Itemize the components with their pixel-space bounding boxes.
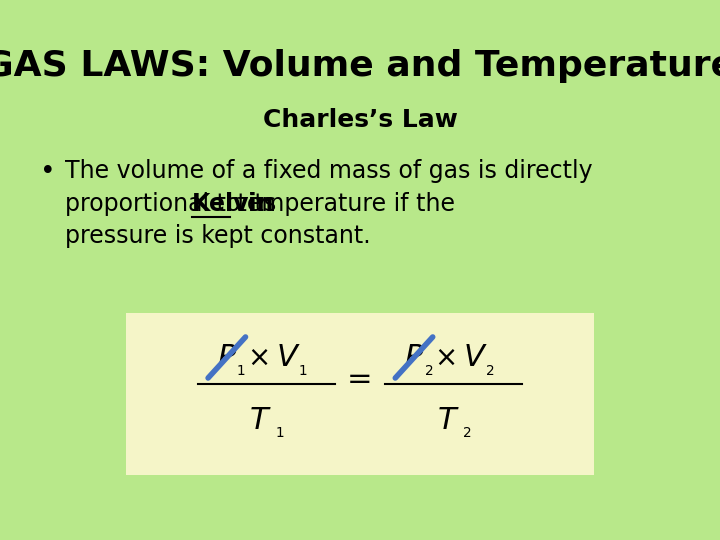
Text: pressure is kept constant.: pressure is kept constant. bbox=[65, 224, 370, 248]
Text: $T$: $T$ bbox=[436, 406, 459, 435]
Text: proportional to its: proportional to its bbox=[65, 192, 284, 215]
Text: The volume of a fixed mass of gas is directly: The volume of a fixed mass of gas is dir… bbox=[65, 159, 593, 183]
Text: =: = bbox=[347, 364, 373, 394]
Text: Kelvin: Kelvin bbox=[192, 192, 274, 215]
Text: $\times$: $\times$ bbox=[434, 343, 456, 372]
FancyBboxPatch shape bbox=[126, 313, 594, 475]
Text: $_1$: $_1$ bbox=[274, 421, 284, 441]
Text: $V$: $V$ bbox=[463, 343, 487, 372]
Text: $V$: $V$ bbox=[276, 343, 300, 372]
Text: $\times$: $\times$ bbox=[247, 343, 269, 372]
Text: $_1$: $_1$ bbox=[236, 359, 246, 378]
Text: $_2$: $_2$ bbox=[423, 359, 433, 378]
Text: GAS LAWS: Volume and Temperature: GAS LAWS: Volume and Temperature bbox=[0, 49, 720, 83]
Text: temperature if the: temperature if the bbox=[230, 192, 454, 215]
Text: $_2$: $_2$ bbox=[462, 421, 472, 441]
Text: $P$: $P$ bbox=[404, 343, 424, 372]
Text: $_2$: $_2$ bbox=[485, 359, 495, 378]
Text: Charles’s Law: Charles’s Law bbox=[263, 108, 457, 132]
Text: $_1$: $_1$ bbox=[297, 359, 307, 378]
Text: $P$: $P$ bbox=[217, 343, 237, 372]
Text: •: • bbox=[40, 159, 55, 185]
Text: $T$: $T$ bbox=[249, 406, 272, 435]
